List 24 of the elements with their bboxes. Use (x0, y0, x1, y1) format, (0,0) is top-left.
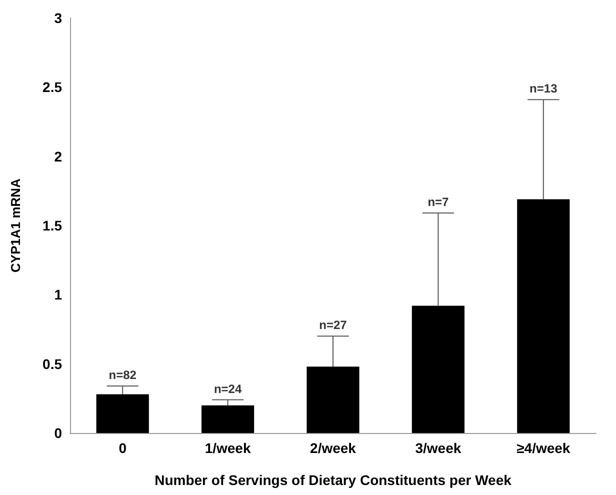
y-tick-label: 0.5 (42, 356, 62, 372)
y-axis-title: CYP1A1 mRNA (8, 178, 23, 272)
annotation: n=82 (108, 368, 137, 382)
bar (96, 394, 149, 433)
y-tick-label: 2 (54, 148, 62, 164)
y-tick-label: 1.5 (42, 218, 62, 234)
y-tick-label: 3 (54, 10, 62, 26)
y-tick-label: 2.5 (42, 79, 62, 96)
x-tick-label: 0 (118, 440, 127, 456)
x-tick-label: 3/week (415, 440, 462, 456)
x-tick-label: 1/week (204, 440, 251, 456)
annotation: n=13 (530, 82, 558, 96)
bar (306, 366, 360, 433)
y-tick-label: 0 (54, 425, 62, 441)
x-axis-title: Number of Servings of Dietary Constituents per Week (154, 472, 512, 488)
annotation: n=24 (214, 382, 242, 396)
x-tick-label: 2/week (310, 440, 356, 456)
y-tick-label: 1 (54, 286, 62, 303)
bar (517, 199, 570, 433)
x-tick-label: ≥4/week (516, 440, 570, 456)
bar (202, 405, 254, 433)
annotation: n=27 (319, 318, 348, 332)
annotation: n=7 (428, 195, 450, 210)
bar (412, 306, 464, 433)
